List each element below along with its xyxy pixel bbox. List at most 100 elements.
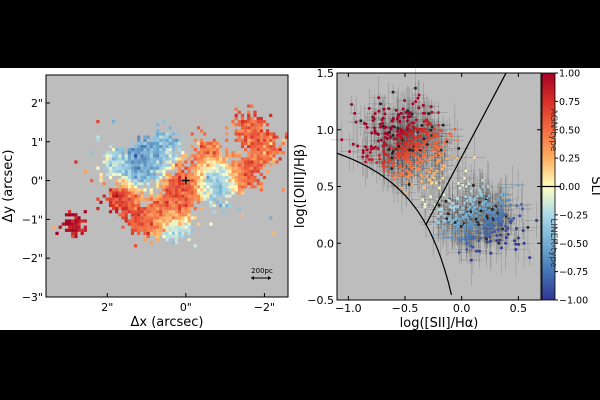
map-pixel — [168, 191, 172, 195]
data-point — [402, 116, 406, 119]
data-point — [482, 200, 486, 204]
y-tick-label: −0.5 — [307, 294, 334, 307]
map-pixel — [253, 151, 257, 155]
map-pixel — [209, 191, 213, 195]
map-pixel — [240, 160, 245, 164]
data-point — [474, 206, 477, 209]
map-pixel — [68, 210, 72, 214]
map-pixel — [118, 179, 122, 183]
map-pixel — [181, 216, 185, 220]
map-pixel — [112, 207, 116, 211]
data-point — [472, 198, 475, 202]
map-pixel — [71, 225, 75, 229]
map-pixel — [196, 179, 201, 183]
map-pixel — [234, 175, 238, 180]
map-pixel — [200, 144, 204, 149]
data-point — [469, 244, 473, 248]
map-pixel — [196, 169, 201, 173]
map-pixel — [115, 200, 119, 204]
map-pixel — [108, 157, 113, 161]
map-pixel — [168, 203, 172, 208]
map-pixel — [181, 210, 185, 214]
map-pixel — [240, 116, 245, 121]
map-pixel — [206, 185, 210, 189]
data-point — [482, 214, 486, 217]
data-point — [385, 131, 389, 135]
colorbar-tick-label: −1.00 — [559, 296, 588, 307]
map-pixel — [165, 172, 169, 176]
map-pixel — [112, 194, 116, 198]
data-point — [458, 224, 461, 227]
data-point — [465, 232, 468, 235]
map-pixel — [250, 148, 254, 152]
map-pixel — [190, 191, 194, 195]
data-point — [470, 224, 473, 227]
map-pixel — [134, 213, 138, 217]
data-point — [430, 148, 434, 152]
data-point — [379, 125, 383, 129]
map-pixel — [262, 151, 267, 155]
map-pixel — [190, 163, 194, 167]
map-pixel — [253, 126, 257, 130]
map-pixel — [149, 203, 153, 208]
data-point — [375, 132, 378, 135]
map-pixel — [193, 166, 197, 170]
map-pixel — [190, 132, 194, 136]
map-pixel — [250, 160, 254, 164]
map-pixel — [118, 163, 122, 167]
map-pixel — [90, 151, 94, 155]
data-point — [396, 157, 400, 160]
map-pixel — [143, 228, 147, 232]
data-point — [441, 176, 445, 180]
data-point — [402, 143, 406, 147]
map-pixel — [203, 154, 207, 158]
map-pixel — [134, 172, 138, 176]
map-pixel — [190, 216, 194, 220]
data-point — [473, 236, 477, 240]
map-pixel — [137, 172, 141, 176]
map-pixel — [149, 225, 153, 229]
map-pixel — [231, 123, 235, 127]
map-pixel — [190, 172, 194, 176]
map-pixel — [146, 207, 150, 211]
data-point — [469, 189, 473, 193]
map-pixel — [146, 148, 150, 152]
map-pixel — [196, 182, 201, 186]
data-point — [386, 137, 389, 141]
map-pixel — [152, 219, 157, 223]
data-point — [399, 164, 402, 167]
map-pixel — [121, 203, 125, 208]
map-pixel — [228, 169, 232, 173]
data-point — [391, 90, 395, 94]
data-point — [448, 205, 452, 209]
data-point — [448, 132, 451, 136]
map-pixel — [200, 157, 204, 161]
data-point — [425, 139, 428, 143]
data-point — [417, 93, 421, 97]
data-point — [396, 114, 400, 118]
map-pixel — [196, 163, 201, 167]
map-pixel — [134, 200, 138, 204]
map-pixel — [159, 160, 163, 164]
map-pixel — [130, 179, 135, 183]
map-pixel — [203, 157, 207, 161]
data-point — [491, 213, 495, 217]
map-pixel — [165, 188, 169, 192]
data-point — [340, 138, 344, 142]
map-pixel — [156, 163, 160, 167]
data-point — [387, 107, 390, 110]
map-pixel — [228, 166, 232, 170]
map-pixel — [105, 151, 109, 155]
map-pixel — [215, 151, 219, 155]
data-point — [440, 145, 443, 148]
data-point — [356, 144, 360, 148]
map-pixel — [200, 129, 204, 133]
map-pixel — [134, 188, 138, 192]
data-point — [431, 234, 435, 238]
data-point — [492, 224, 495, 228]
data-point — [407, 176, 410, 179]
data-point — [414, 146, 417, 150]
data-point — [454, 216, 457, 220]
data-point — [467, 211, 471, 215]
map-pixel — [269, 148, 273, 152]
